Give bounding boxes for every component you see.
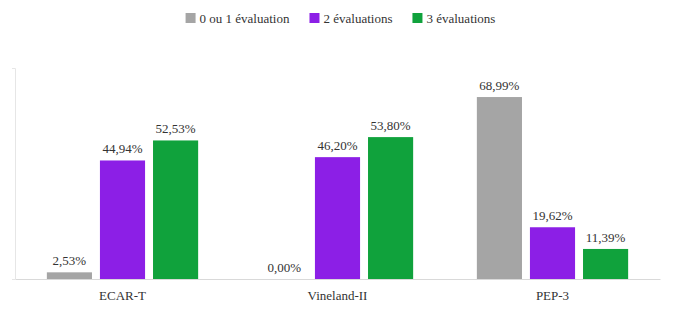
legend-label: 3 évaluations bbox=[426, 11, 495, 26]
x-axis: ECAR-T Vineland-II PEP-3 bbox=[16, 279, 661, 303]
legend-item: 2 évaluations bbox=[309, 11, 392, 26]
data-labels: 2,53% 0,00% 68,99% 44,94% 46,20% 19,62% 52,53%… bbox=[53, 78, 626, 275]
bars bbox=[47, 97, 628, 279]
legend-label: 2 évaluations bbox=[323, 11, 392, 26]
data-label: 11,39% bbox=[586, 230, 626, 245]
bar bbox=[153, 140, 198, 279]
data-label: 44,94% bbox=[102, 141, 142, 156]
data-label: 2,53% bbox=[53, 253, 87, 268]
bar bbox=[315, 157, 360, 279]
data-label: 68,99% bbox=[479, 78, 519, 93]
legend-item: 3 évaluations bbox=[412, 11, 495, 26]
bar bbox=[47, 272, 92, 279]
x-tick: ECAR-T bbox=[99, 279, 146, 303]
bar bbox=[100, 160, 145, 279]
y-axis-line bbox=[12, 69, 16, 280]
legend-item: 0 ou 1 évaluation bbox=[186, 11, 290, 26]
x-tick-label: ECAR-T bbox=[99, 288, 146, 303]
y-tick-mark bbox=[12, 279, 15, 280]
y-tick-mark bbox=[12, 68, 15, 69]
y-axis bbox=[12, 69, 16, 280]
data-label: 46,20% bbox=[317, 138, 357, 153]
data-label: 53,80% bbox=[371, 118, 411, 133]
x-tick: PEP-3 bbox=[536, 279, 569, 303]
bar bbox=[530, 227, 575, 279]
data-label: 52,53% bbox=[156, 121, 196, 136]
y-tick bbox=[12, 279, 15, 280]
legend-swatch bbox=[309, 13, 319, 23]
legend: 0 ou 1 évaluation 2 évaluations 3 évaluati… bbox=[186, 11, 496, 26]
bar bbox=[262, 279, 307, 280]
y-tick bbox=[12, 68, 15, 69]
legend-swatch bbox=[186, 13, 196, 23]
chart: ECAR-T Vineland-II PEP-3 2,53% 0,00% 68,99% 44… bbox=[0, 0, 681, 332]
data-label: 19,62% bbox=[532, 208, 572, 223]
data-label: 0,00% bbox=[268, 260, 302, 275]
x-tick-label: PEP-3 bbox=[536, 288, 569, 303]
x-tick: Vineland-II bbox=[308, 279, 368, 303]
x-axis-line bbox=[16, 279, 661, 280]
bar bbox=[368, 137, 413, 279]
bar bbox=[477, 97, 522, 279]
legend-label: 0 ou 1 évaluation bbox=[200, 11, 290, 26]
bar bbox=[583, 249, 628, 279]
legend-swatch bbox=[412, 13, 422, 23]
x-tick-label: Vineland-II bbox=[308, 288, 368, 303]
